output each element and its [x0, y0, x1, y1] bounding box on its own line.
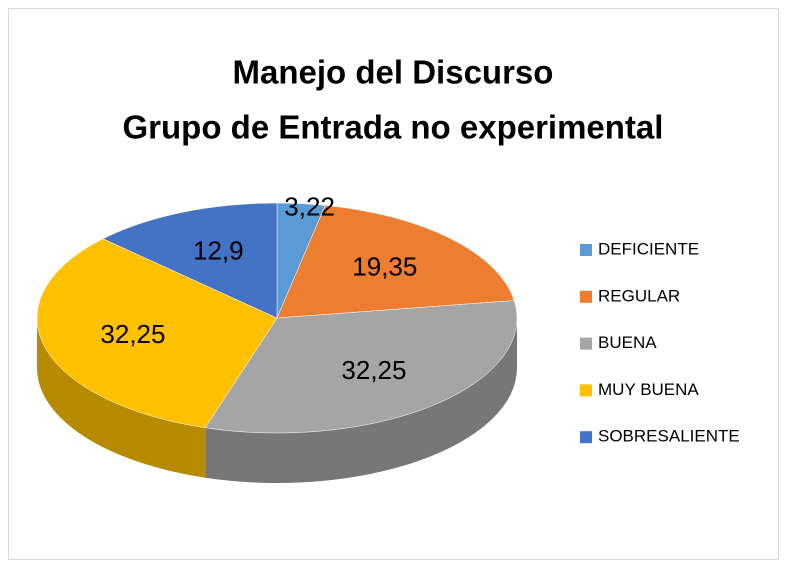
value-label: 32,25: [100, 319, 165, 349]
chart-title: Manejo del Discurso: [233, 54, 554, 91]
legend-label: BUENA: [598, 333, 657, 352]
legend-swatch: [580, 244, 592, 256]
legend-swatch: [580, 337, 592, 350]
legend-swatch: [580, 431, 592, 444]
slice-side: [205, 318, 517, 483]
legend-label: SOBRESALIENTE: [598, 427, 740, 446]
slice: [102, 202, 278, 319]
legend-label: MUY BUENA: [598, 380, 699, 399]
value-label: 3,22: [284, 192, 335, 222]
slice: [36, 238, 278, 429]
legend-swatch: [580, 384, 592, 397]
value-label: 19,35: [352, 252, 417, 282]
legend-label: DEFICIENTE: [598, 239, 699, 258]
slice-side: [37, 318, 206, 478]
value-label: 12,9: [193, 235, 244, 265]
slice: [276, 205, 515, 319]
slice: [204, 300, 518, 434]
legend-label: REGULAR: [598, 286, 680, 305]
value-label: 32,25: [341, 355, 406, 385]
chart-title: Grupo de Entrada no experimental: [123, 109, 664, 146]
legend-swatch: [580, 290, 592, 303]
